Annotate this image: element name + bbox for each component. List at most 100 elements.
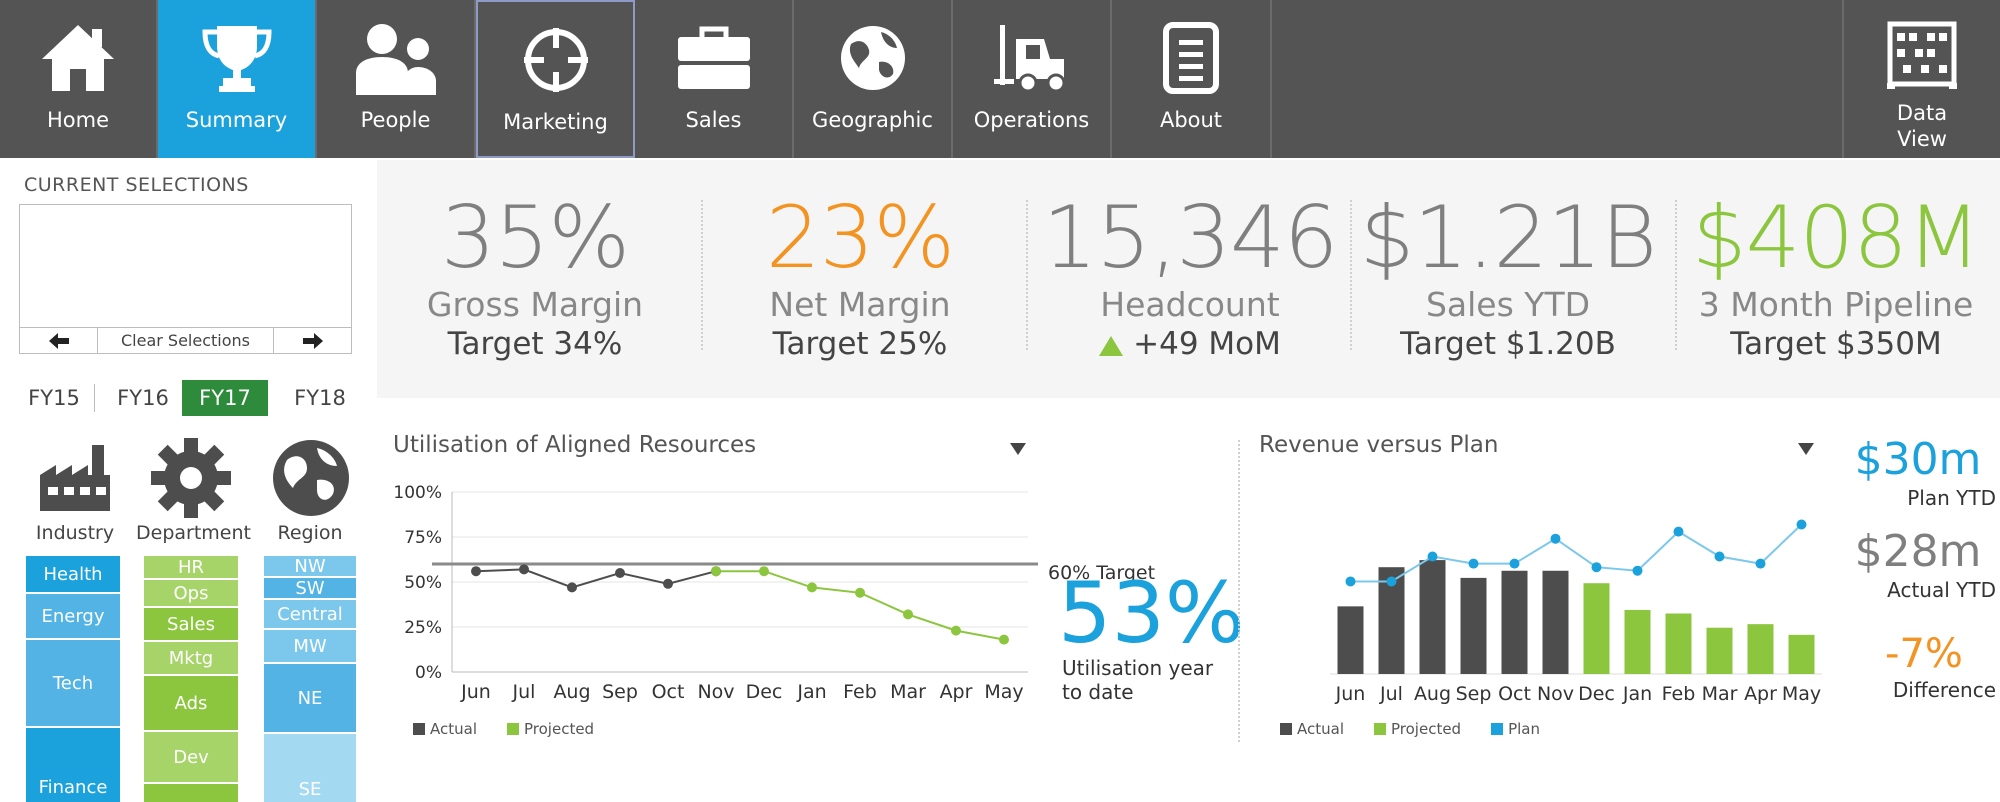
- data-point: [1427, 551, 1438, 562]
- current-selections-title: CURRENT SELECTIONS: [24, 174, 249, 196]
- y-tick-label: 0%: [415, 663, 442, 683]
- utilisation-dropdown-icon[interactable]: [1010, 443, 1026, 455]
- kpi-headcount[interactable]: 15,346 Headcount +49 MoM: [1030, 190, 1350, 364]
- industry-label: Industry: [35, 522, 115, 544]
- utilisation-chart: 0% 25% 50% 75% 100% 60% Target Jun Jul Aug Sep Oct…: [393, 483, 1155, 703]
- revenue-chart-title: Revenue versus Plan: [1259, 432, 1499, 458]
- legend-label: Actual: [1297, 720, 1344, 738]
- data-point: [1755, 558, 1766, 569]
- x-tick-label: Jan: [796, 681, 826, 703]
- nav-sales[interactable]: Sales: [635, 0, 794, 158]
- forward-arrow-icon[interactable]: [273, 328, 351, 353]
- data-point: [1714, 551, 1725, 562]
- x-tick-label: Jan: [1622, 683, 1652, 705]
- x-tick-label: Apr: [940, 681, 973, 703]
- kpi-sales-ytd[interactable]: $1.21B Sales YTD Target $1.20B: [1348, 190, 1668, 364]
- industry-item-tech[interactable]: Tech: [26, 640, 120, 728]
- x-tick-label: Feb: [843, 681, 877, 703]
- back-arrow-icon[interactable]: [20, 328, 98, 353]
- kpi-trend-value: +49 MoM: [1133, 326, 1281, 362]
- nav-label: Home: [46, 108, 109, 132]
- x-tick-label: Jun: [1335, 683, 1366, 705]
- industry-item-health[interactable]: Health: [26, 556, 120, 594]
- fy-fy16[interactable]: FY16: [117, 386, 169, 410]
- nav-geographic[interactable]: Geographic: [794, 0, 953, 158]
- region-item-sw[interactable]: SW: [264, 578, 356, 600]
- clear-selections-button[interactable]: Clear Selections: [121, 331, 250, 350]
- chart-divider: [1238, 440, 1240, 742]
- fy-divider: [94, 384, 95, 412]
- fy-fy18[interactable]: FY18: [294, 386, 346, 410]
- data-point: [1591, 562, 1602, 573]
- bar-actual: [1501, 570, 1528, 674]
- data-point: [1796, 519, 1807, 530]
- kpi-divider: [1350, 200, 1352, 350]
- bar-actual: [1337, 606, 1364, 674]
- data-point: [711, 566, 721, 577]
- nav-data-view[interactable]: Data View: [1842, 0, 2000, 158]
- region-item-central[interactable]: Central: [264, 600, 356, 630]
- region-item-ne[interactable]: NE: [264, 664, 356, 734]
- y-tick-label: 100%: [393, 483, 442, 503]
- kpi-value: $408M: [1691, 188, 1981, 288]
- kpi-pipeline[interactable]: $408M 3 Month Pipeline Target $350M: [1676, 190, 1996, 364]
- legend-swatch: [507, 723, 519, 735]
- x-tick-label: Oct: [652, 681, 685, 703]
- kpi-divider: [701, 200, 703, 350]
- department-item-ops[interactable]: Ops: [144, 580, 238, 608]
- utilisation-caption-2: to date: [1062, 680, 1134, 704]
- x-tick-label: Dec: [746, 681, 783, 703]
- nav-home[interactable]: Home: [0, 0, 158, 158]
- globe-icon: [794, 18, 951, 98]
- department-item-sales[interactable]: Sales: [144, 608, 238, 642]
- bar-projected: [1788, 634, 1815, 674]
- nav-operations[interactable]: Operations: [953, 0, 1112, 158]
- kpi-divider: [1026, 200, 1028, 350]
- nav-about[interactable]: About: [1112, 0, 1272, 158]
- region-item-mw[interactable]: MW: [264, 630, 356, 664]
- x-tick-label: Dec: [1578, 683, 1615, 705]
- department-item-mktg[interactable]: Mktg: [144, 642, 238, 676]
- nav-label: Operations: [973, 108, 1090, 132]
- current-selections-box[interactable]: Clear Selections: [19, 204, 352, 354]
- trophy-icon: [158, 18, 315, 98]
- bar-projected: [1583, 583, 1610, 674]
- industry-item-energy[interactable]: Energy: [26, 594, 120, 640]
- kpi-trend: +49 MoM: [1030, 324, 1350, 364]
- home-icon: [0, 18, 156, 98]
- nav-people[interactable]: People: [317, 0, 476, 158]
- data-point: [1468, 558, 1479, 569]
- kpi-gross-margin[interactable]: 35% Gross Margin Target 34%: [375, 190, 695, 364]
- department-item-other[interactable]: [144, 784, 238, 802]
- fy-fy15[interactable]: FY15: [28, 386, 80, 410]
- department-item-dev[interactable]: Dev: [144, 732, 238, 784]
- bar-projected: [1665, 613, 1692, 674]
- region-item-nw[interactable]: NW: [264, 556, 356, 578]
- data-point: [1345, 576, 1356, 587]
- difference-value: -7%: [1885, 631, 1963, 677]
- x-tick-label: Jul: [512, 681, 536, 703]
- legend-label: Plan: [1508, 720, 1540, 738]
- kpi-target: Target 34%: [447, 326, 623, 362]
- briefcase-icon: [635, 18, 792, 98]
- selections-toolbar: Clear Selections: [20, 327, 351, 353]
- department-item-hr[interactable]: HR: [144, 556, 238, 580]
- nav-marketing[interactable]: Marketing: [476, 0, 635, 158]
- kpi-net-margin[interactable]: 23% Net Margin Target 25%: [700, 190, 1020, 364]
- x-tick-label: Feb: [1662, 683, 1696, 705]
- gear-icon: [146, 436, 236, 520]
- utilisation-caption-1: Utilisation year: [1062, 656, 1214, 680]
- region-item-se[interactable]: SE: [264, 734, 356, 802]
- department-label: Department: [136, 522, 251, 544]
- department-item-ads[interactable]: Ads: [144, 676, 238, 732]
- revenue-dropdown-icon[interactable]: [1798, 443, 1814, 455]
- nav-summary[interactable]: Summary: [158, 0, 317, 158]
- legend-swatch: [413, 723, 425, 735]
- y-tick-label: 50%: [404, 573, 442, 593]
- plan-ytd-label: Plan YTD: [1907, 486, 1996, 510]
- nav-label: Summary: [185, 108, 288, 132]
- fy-fy17[interactable]: FY17: [182, 380, 268, 416]
- bar-projected: [1747, 624, 1774, 674]
- industry-item-finance[interactable]: Finance: [26, 728, 120, 802]
- data-point: [1386, 576, 1397, 587]
